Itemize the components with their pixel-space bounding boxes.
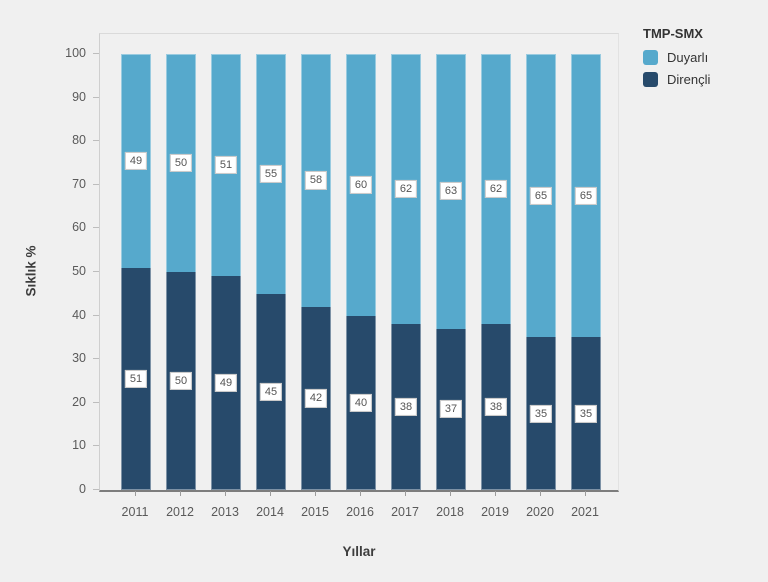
x-tick-label: 2019: [481, 505, 509, 519]
value-label-direncli-2018: 37: [439, 400, 463, 419]
value-label-duyarli-2013: 51: [214, 156, 238, 175]
y-tick-label: 20: [72, 394, 86, 409]
x-tick-label: 2011: [121, 505, 149, 519]
value-label-direncli-2016: 40: [349, 393, 373, 412]
x-tick: [270, 491, 271, 496]
value-label-duyarli-2016: 60: [349, 175, 373, 194]
x-tick: [180, 491, 181, 496]
value-label-duyarli-2014: 55: [259, 164, 283, 183]
y-tick: [93, 489, 99, 490]
plot-panel: 49 51 50 50 51 49 55 45 58 42 60 40 62 38 63 37 62 38 65 35…: [99, 33, 619, 492]
x-tick-label: 2016: [346, 505, 374, 519]
x-tick: [585, 491, 586, 496]
value-label-direncli-2011: 51: [124, 369, 148, 388]
value-label-direncli-2014: 45: [259, 382, 283, 401]
y-tick-label: 40: [72, 307, 86, 322]
y-tick: [93, 227, 99, 229]
y-tick: [93, 401, 99, 403]
y-tick: [93, 358, 99, 360]
y-tick-label: 10: [72, 438, 86, 453]
legend-item-duyarli: Duyarlı: [643, 50, 710, 65]
x-tick-label: 2012: [166, 505, 194, 519]
value-label-direncli-2017: 38: [394, 398, 418, 417]
x-tick-label: 2015: [301, 505, 329, 519]
y-tick: [93, 96, 99, 98]
value-label-duyarli-2018: 63: [439, 182, 463, 201]
value-label-duyarli-2019: 62: [484, 180, 508, 199]
legend-item-label: Duyarlı: [667, 50, 709, 65]
y-tick-label: 100: [65, 46, 86, 60]
x-tick-label: 2017: [391, 505, 419, 519]
y-tick-label: 90: [72, 89, 86, 104]
y-axis-title: Sıklık %: [23, 245, 39, 297]
y-tick-label: 70: [72, 176, 86, 191]
value-label-duyarli-2012: 50: [169, 153, 193, 173]
y-tick: [93, 271, 99, 272]
y-tick-label: 60: [72, 220, 86, 235]
value-label-duyarli-2011: 49: [124, 151, 148, 170]
y-tick-label: 0: [79, 482, 86, 496]
x-tick-label: 2021: [571, 505, 599, 519]
x-axis-title: Yıllar: [342, 544, 376, 559]
y-tick-label: 50: [72, 264, 86, 278]
x-tick: [450, 491, 451, 496]
x-tick: [225, 491, 226, 496]
legend-item-label: Dirençli: [667, 72, 711, 87]
legend: TMP-SMX Duyarlı Dirençli: [643, 26, 710, 94]
x-tick-label: 2020: [526, 505, 554, 519]
value-label-duyarli-2020: 65: [529, 186, 553, 205]
legend-item-direncli: Dirençli: [643, 72, 710, 87]
y-tick: [93, 53, 99, 54]
value-label-duyarli-2015: 58: [304, 171, 328, 190]
y-tick: [93, 445, 99, 447]
value-label-duyarli-2021: 65: [574, 186, 598, 205]
x-tick: [405, 491, 406, 496]
value-label-direncli-2015: 42: [304, 389, 328, 408]
y-tick: [93, 314, 99, 316]
y-tick: [93, 183, 99, 185]
value-label-direncli-2013: 49: [214, 374, 238, 393]
x-tick: [360, 491, 361, 496]
x-tick: [315, 491, 316, 496]
x-tick: [495, 491, 496, 496]
value-label-direncli-2020: 35: [529, 404, 553, 423]
duyarli-swatch-icon: [643, 50, 658, 65]
value-label-direncli-2019: 38: [484, 398, 508, 417]
x-tick-label: 2014: [256, 505, 284, 519]
x-tick-label: 2013: [211, 505, 239, 519]
direncli-swatch-icon: [643, 72, 658, 87]
legend-title: TMP-SMX: [643, 26, 703, 41]
y-tick: [93, 140, 99, 142]
value-label-duyarli-2017: 62: [394, 180, 418, 199]
value-label-direncli-2021: 35: [574, 404, 598, 423]
x-tick-label: 2018: [436, 505, 464, 519]
x-tick: [135, 491, 136, 496]
value-label-direncli-2012: 50: [169, 371, 193, 391]
x-tick: [540, 491, 541, 496]
y-tick-label: 80: [72, 133, 86, 148]
y-tick-label: 30: [72, 351, 86, 366]
